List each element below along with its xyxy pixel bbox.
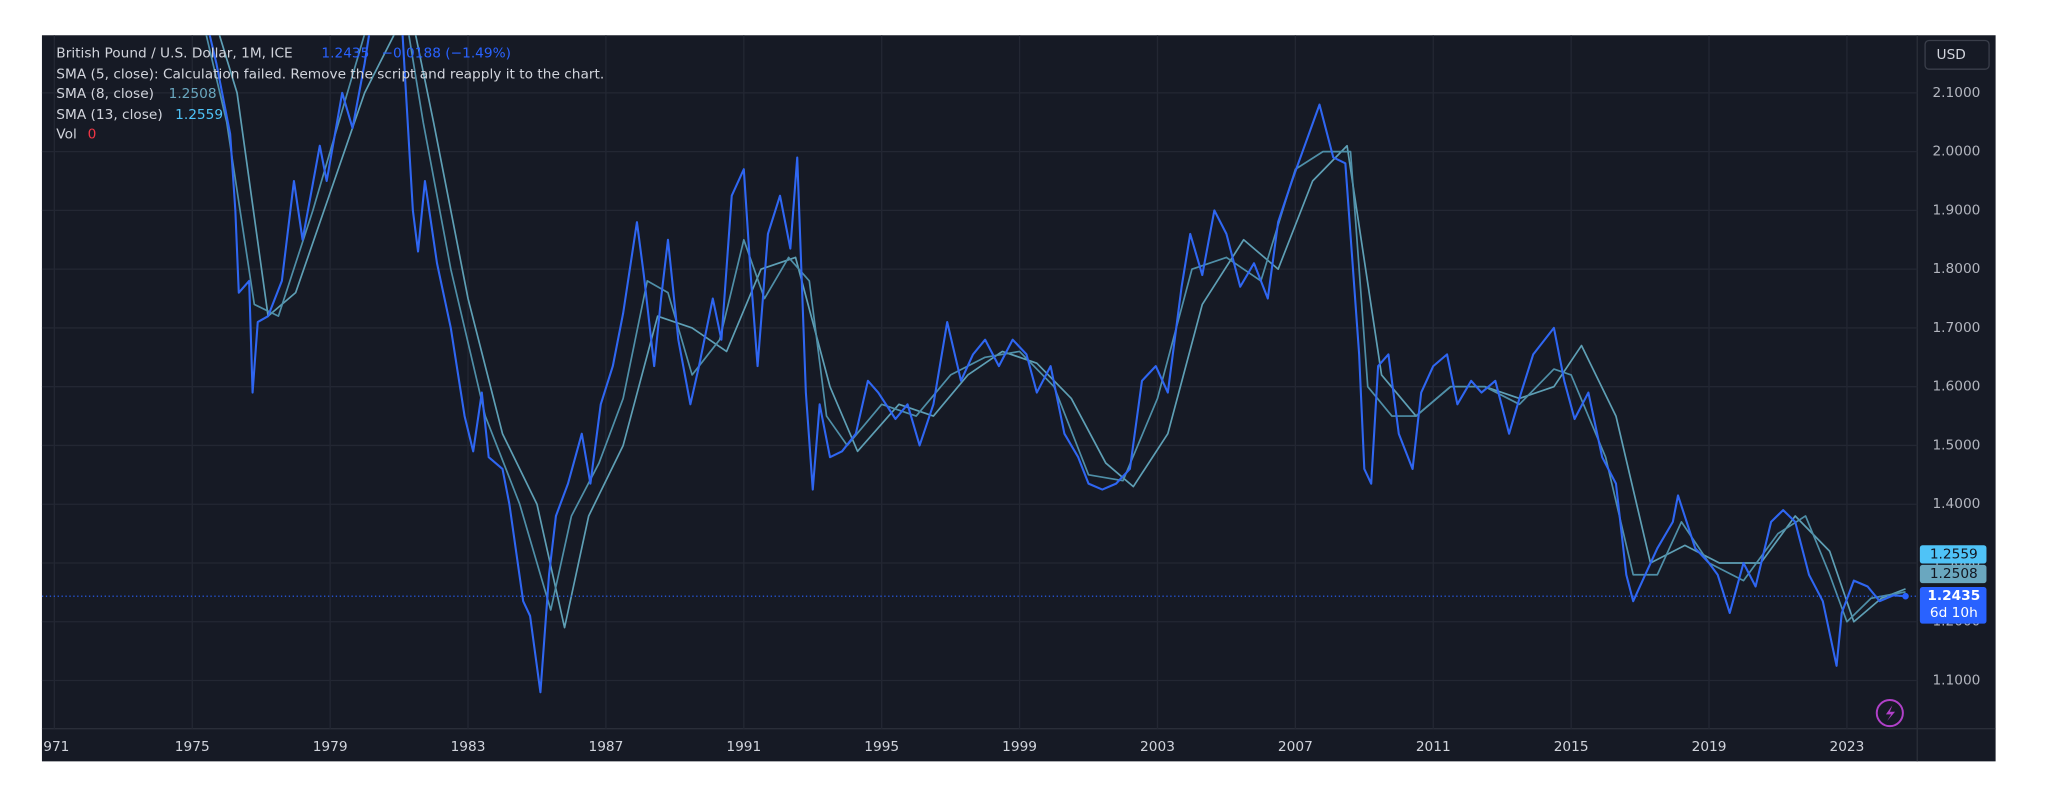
price-line [208,35,1906,694]
volume-label: Vol [56,127,77,143]
price-label-box [1919,564,1987,584]
indicator-status: SMA (5, close): Calculation failed. Remo… [56,66,604,82]
y-tick-label: 2.1000 [1932,85,1980,101]
x-tick-label: 1975 [175,739,210,755]
plot [41,35,1918,694]
y-tick-label: 1.5000 [1932,437,1980,453]
chart-background [41,35,1996,762]
y-tick-label: 2.0000 [1932,144,1980,160]
x-tick-label: 1987 [588,739,623,755]
lightning-icon[interactable] [1875,698,1904,728]
currency-button[interactable] [1924,39,1990,70]
overlay: USD SMA (8, close) SMA (13, close) SMA (… [56,39,1990,728]
legend-value: 1.2559 [175,107,223,123]
grid [41,35,1918,729]
price-label: 1.2559 [1930,546,1978,562]
x-tick-label: 1983 [451,739,486,755]
legend-name: SMA (8, close) [56,86,154,102]
x-tick-label: 2015 [1554,739,1589,755]
price-label: 1.2508 [1930,566,1978,582]
legend-name: SMA (13, close) [56,107,162,123]
y-tick-label: 1.4000 [1932,496,1980,512]
x-tick-label: 2003 [1140,739,1175,755]
y-tick-label: 1.7000 [1932,320,1980,336]
price-label-box [1919,545,1987,564]
y-tick-label: 1.8000 [1932,261,1980,277]
x-tick-label: 2023 [1829,739,1864,755]
currency-label: USD [1937,47,1966,63]
y-tick-label: 1.9000 [1932,202,1980,218]
legend-value: 1.2508 [169,86,217,102]
x-tick-label: 1979 [313,739,348,755]
y-tick-label: 1.6000 [1932,379,1980,395]
price-label-box [1919,587,1987,624]
x-tick-label: 1999 [1002,739,1037,755]
y-tick-label: 1.1000 [1932,673,1980,689]
x-tick-label: 1995 [864,739,899,755]
last-price: 1.2435 [321,46,369,62]
volume-value: 0 [88,127,97,143]
price-change: −0.0188 (−1.49%) [381,46,511,62]
x-tick-label: 1991 [726,739,761,755]
x-tick-label: 2007 [1278,739,1313,755]
countdown-label: 6d 10h [1930,605,1978,621]
symbol-title: British Pound / U.S. Dollar, 1M, ICE [56,46,292,62]
x-tick-label: 2011 [1416,739,1451,755]
x-tick-label: 971 [43,739,69,755]
last-price-dot [1902,592,1909,600]
price-label: 1.2435 [1927,588,1980,604]
lightning-glyph [1885,705,1896,721]
price-line [218,35,1906,629]
x-tick-label: 2019 [1692,739,1727,755]
